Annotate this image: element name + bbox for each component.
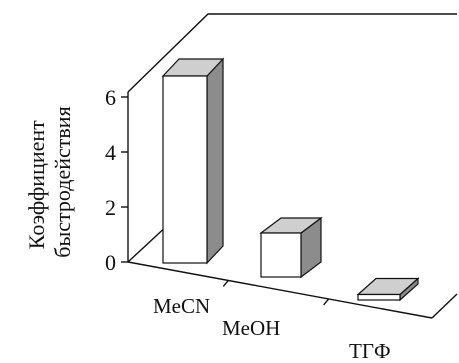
floor-right-edge bbox=[431, 293, 458, 319]
y-axis-ticks: 0 2 4 6 bbox=[105, 85, 128, 275]
category-label: ТГФ bbox=[349, 339, 391, 363]
y-tick-label: 2 bbox=[105, 195, 116, 220]
bar-front-face bbox=[162, 75, 208, 264]
y-axis-label-line-1: Коэффициент bbox=[24, 120, 49, 249]
category-labels: MeCN MeOH ТГФ bbox=[153, 294, 391, 363]
x-tick-mark bbox=[222, 280, 229, 287]
bar-MeOH bbox=[259, 216, 323, 279]
category-label: MeOH bbox=[222, 316, 280, 340]
bar-front-face bbox=[357, 293, 401, 301]
floor-front-edge bbox=[127, 261, 433, 319]
bars bbox=[161, 57, 420, 302]
y-tick-label: 6 bbox=[105, 85, 116, 110]
x-axis-ticks bbox=[222, 280, 330, 306]
bar-ТГФ bbox=[356, 277, 420, 302]
y-tick-label: 0 bbox=[105, 250, 116, 275]
category-label: MeCN bbox=[153, 294, 210, 318]
bar-front-face bbox=[260, 232, 302, 278]
chart-frame bbox=[127, 13, 458, 319]
y-tick-label: 4 bbox=[105, 140, 116, 165]
y-axis-label: Коэффициент быстродействия bbox=[24, 106, 75, 257]
bar-side-face bbox=[206, 57, 224, 265]
y-axis-label-line-2: быстродействия bbox=[50, 106, 75, 257]
bar-MeCN bbox=[161, 57, 225, 265]
x-tick-mark bbox=[323, 298, 330, 306]
back-wall-edge bbox=[127, 13, 457, 93]
